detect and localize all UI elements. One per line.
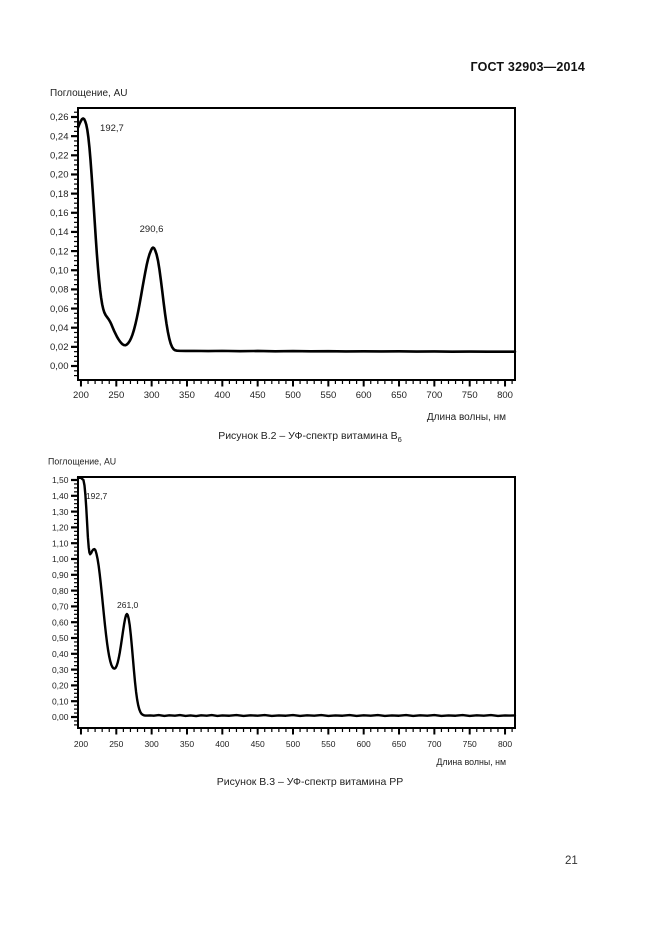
y-tick-label: 0,30 <box>52 665 69 675</box>
y-tick-label: 0,00 <box>52 712 69 722</box>
y-axis-title: Поглощение, AU <box>50 88 127 99</box>
x-tick-label: 550 <box>320 390 336 401</box>
x-tick-label: 300 <box>145 739 159 749</box>
x-tick-label: 700 <box>426 390 442 401</box>
y-tick-label: 1,10 <box>52 538 69 548</box>
y-axis-title: Поглощение, AU <box>48 457 116 467</box>
figure-caption-text: Рисунок В.3 – УФ-спектр витамина РР <box>216 776 404 788</box>
y-tick-label: 0,70 <box>52 602 69 612</box>
y-tick-label: 0,20 <box>50 170 69 181</box>
y-tick-label: 1,20 <box>52 523 69 533</box>
figure-caption-b2: Рисунок В.2 – УФ-спектр витамина В6 <box>60 430 560 444</box>
y-tick-label: 0,08 <box>50 285 69 296</box>
x-tick-label: 550 <box>321 739 335 749</box>
figure-caption-b3: Рисунок В.3 – УФ-спектр витамина РР <box>60 776 560 790</box>
y-tick-label: 0,18 <box>50 189 69 200</box>
y-tick-label: 0,24 <box>50 131 69 142</box>
figure-caption-text: Рисунок В.2 – УФ-спектр витамина В <box>218 430 398 442</box>
x-tick-label: 800 <box>498 739 512 749</box>
y-tick-label: 0,60 <box>52 617 69 627</box>
y-tick-label: 0,04 <box>50 323 69 334</box>
y-tick-label: 0,10 <box>52 696 69 706</box>
x-tick-label: 750 <box>462 390 478 401</box>
y-tick-label: 0,80 <box>52 586 69 596</box>
uv-spectrum-chart-pp: 200 250 300 350 400 450 500 550 600 650 700 750 800 0… <box>40 452 520 807</box>
x-tick-label: 200 <box>73 390 89 401</box>
x-tick-label: 700 <box>427 739 441 749</box>
y-axis-ticks: 0,00 0,02 0,04 0,06 0,08 0,10 0,12 0,14 0,16 0,18… <box>50 112 77 372</box>
x-axis-title: Длина волны, нм <box>436 757 506 767</box>
x-axis-ticks: 200 250 300 350 400 450 500 550 600 650 700 750 800 <box>73 381 513 401</box>
x-tick-label: 650 <box>391 390 407 401</box>
x-tick-label: 350 <box>179 390 195 401</box>
x-tick-label: 400 <box>215 739 229 749</box>
x-tick-label: 350 <box>180 739 194 749</box>
peak-annotation: 192,7 <box>100 123 124 134</box>
y-tick-label: 0,12 <box>50 246 69 257</box>
x-minor-ticks <box>80 381 513 384</box>
y-minor-ticks <box>74 479 77 726</box>
y-tick-label: 0,90 <box>52 570 69 580</box>
peak-annotation: 261,0 <box>117 600 139 610</box>
y-tick-label: 0,22 <box>50 151 69 162</box>
x-tick-label: 250 <box>108 390 124 401</box>
peak-annotation: 290,6 <box>140 224 164 235</box>
x-tick-label: 300 <box>144 390 160 401</box>
x-tick-label: 250 <box>109 739 123 749</box>
x-tick-label: 400 <box>214 390 230 401</box>
y-tick-label: 0,14 <box>50 227 69 238</box>
x-tick-label: 750 <box>463 739 477 749</box>
spectrum-curve <box>76 117 517 353</box>
spectrum-curve <box>76 476 517 718</box>
y-tick-label: 1,30 <box>52 507 69 517</box>
y-tick-label: 0,26 <box>50 112 69 123</box>
plot-border <box>77 476 516 729</box>
y-tick-label: 1,40 <box>52 491 69 501</box>
x-tick-label: 450 <box>250 390 266 401</box>
x-tick-label: 500 <box>285 390 301 401</box>
y-tick-label: 0,40 <box>52 649 69 659</box>
x-tick-label: 650 <box>392 739 406 749</box>
document-header: ГОСТ 32903—2014 <box>470 60 585 74</box>
y-tick-label: 0,02 <box>50 342 69 353</box>
x-tick-label: 600 <box>356 390 372 401</box>
x-tick-label: 200 <box>74 739 88 749</box>
x-minor-ticks <box>80 729 513 732</box>
chart-canvas: 200 250 300 350 400 450 500 550 600 650 700 750 800 0… <box>48 457 517 767</box>
y-tick-label: 0,00 <box>50 361 69 372</box>
y-tick-label: 0,16 <box>50 208 69 219</box>
figure-caption-subscript: 6 <box>397 435 402 445</box>
y-tick-label: 1,00 <box>52 554 69 564</box>
uv-spectrum-chart-b6: 200 250 300 350 400 450 500 550 600 650 700 750 800 0… <box>40 82 520 427</box>
plot-border <box>77 107 516 381</box>
y-tick-label: 0,06 <box>50 304 69 315</box>
x-tick-label: 800 <box>497 390 513 401</box>
chart-canvas: 200 250 300 350 400 450 500 550 600 650 700 750 800 0… <box>50 88 517 423</box>
y-minor-ticks <box>74 111 77 377</box>
x-axis-title: Длина волны, нм <box>427 412 506 423</box>
y-tick-label: 0,20 <box>52 681 69 691</box>
y-tick-label: 0,50 <box>52 633 69 643</box>
y-tick-label: 1,50 <box>52 475 69 485</box>
x-axis-ticks: 200 250 300 350 400 450 500 550 600 650 700 750 800 <box>74 729 512 749</box>
page-number: 21 <box>565 855 578 867</box>
x-tick-label: 600 <box>357 739 371 749</box>
x-tick-label: 450 <box>251 739 265 749</box>
y-tick-label: 0,10 <box>50 265 69 276</box>
x-tick-label: 500 <box>286 739 300 749</box>
y-axis-ticks: 0,00 0,10 0,20 0,30 0,40 0,50 0,60 0,70 0,80 0,90… <box>52 475 77 722</box>
peak-annotation: 192,7 <box>86 491 108 501</box>
